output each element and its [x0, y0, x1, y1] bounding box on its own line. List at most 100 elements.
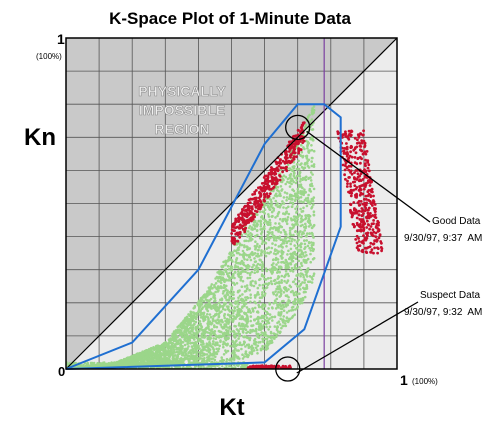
bulk-point — [279, 265, 282, 269]
bulk-point — [223, 302, 226, 306]
outlier-point — [258, 204, 262, 207]
bulk-point — [202, 329, 206, 333]
bulk-point — [311, 128, 315, 131]
bulk-point — [212, 337, 215, 340]
outlier-point — [362, 221, 366, 225]
bulk-point — [204, 345, 208, 349]
bulk-point — [302, 275, 306, 279]
bulk-point — [170, 352, 174, 355]
bulk-point — [287, 288, 290, 291]
bulk-point — [289, 262, 293, 266]
bulk-point — [282, 228, 286, 232]
bulk-point — [277, 245, 281, 248]
bulk-point — [270, 335, 274, 339]
bulk-point — [266, 201, 270, 204]
outlier-point — [254, 189, 258, 192]
bulk-point — [147, 359, 150, 362]
bulk-point — [301, 218, 305, 222]
bulk-point — [282, 239, 285, 243]
bulk-point — [300, 215, 304, 218]
outlier-point — [234, 226, 238, 230]
bulk-point — [239, 324, 242, 328]
bulk-point — [188, 358, 192, 361]
bulk-point — [224, 324, 228, 327]
bulk-point — [191, 326, 194, 330]
bulk-point — [234, 335, 237, 339]
bulk-point — [305, 271, 308, 275]
bulk-point — [204, 305, 207, 308]
bulk-point — [223, 316, 226, 320]
bulk-point — [192, 358, 196, 362]
bulk-point — [283, 275, 286, 279]
bulk-point — [205, 359, 209, 363]
bulk-point — [238, 341, 242, 345]
bulk-point — [198, 356, 201, 360]
bulk-point — [253, 296, 257, 299]
bulk-point — [233, 309, 236, 313]
bulk-point — [175, 346, 178, 350]
bulk-point — [301, 155, 305, 159]
bulk-point — [138, 362, 141, 365]
outlier-point — [269, 179, 273, 183]
bulk-point — [253, 257, 256, 260]
bulk-point — [206, 290, 209, 293]
outlier-point — [356, 138, 359, 142]
bulk-point — [310, 136, 314, 139]
outlier-point — [362, 241, 365, 245]
bulk-point — [282, 174, 286, 177]
bulk-point — [238, 241, 241, 245]
bulk-point — [275, 281, 279, 285]
bulk-point — [278, 282, 281, 285]
bulk-point — [222, 260, 225, 264]
bulk-point — [153, 353, 157, 356]
bulk-point — [200, 340, 203, 344]
bulk-point — [215, 325, 219, 329]
bulk-point — [152, 348, 156, 352]
bulk-point — [285, 233, 288, 236]
bulk-point — [243, 304, 246, 308]
bulk-point — [300, 250, 304, 254]
outlier-point — [374, 235, 378, 239]
outlier-point — [363, 163, 367, 167]
bulk-point — [226, 272, 229, 276]
bulk-point — [272, 189, 275, 193]
bulk-point — [244, 253, 247, 256]
bulk-point — [246, 320, 250, 323]
bulk-point — [286, 320, 290, 324]
bulk-point — [286, 253, 289, 256]
bulk-point — [224, 351, 228, 354]
bulk-point — [164, 353, 168, 356]
bulk-point — [228, 327, 232, 330]
bulk-point — [308, 113, 311, 117]
bulk-point — [296, 299, 300, 302]
outlier-point — [373, 246, 376, 250]
bulk-point — [130, 357, 134, 361]
bulk-point — [208, 289, 211, 292]
bulk-point — [261, 227, 265, 230]
bulk-point — [272, 279, 276, 283]
outlier-point — [292, 155, 296, 159]
bulk-point — [207, 335, 211, 339]
bulk-point — [290, 239, 293, 243]
bulk-point — [276, 258, 280, 261]
bulk-point — [308, 280, 312, 284]
outlier-point — [354, 151, 358, 155]
bulk-point — [227, 279, 230, 282]
bulk-point — [261, 217, 265, 221]
bulk-point — [244, 298, 248, 302]
outlier-point — [240, 216, 244, 220]
bulk-point — [241, 253, 245, 257]
bulk-point — [269, 330, 273, 334]
bulk-point — [233, 356, 236, 359]
bulk-point — [290, 306, 294, 309]
bulk-point — [294, 257, 298, 261]
bulk-point — [270, 204, 273, 207]
bulk-point — [237, 337, 240, 340]
outlier-point — [343, 173, 346, 177]
bulk-point — [307, 177, 310, 180]
outlier-point — [353, 136, 357, 140]
outlier-point — [355, 210, 359, 213]
bulk-point — [270, 282, 274, 286]
bulk-point — [225, 305, 229, 308]
outlier-point — [375, 239, 379, 242]
